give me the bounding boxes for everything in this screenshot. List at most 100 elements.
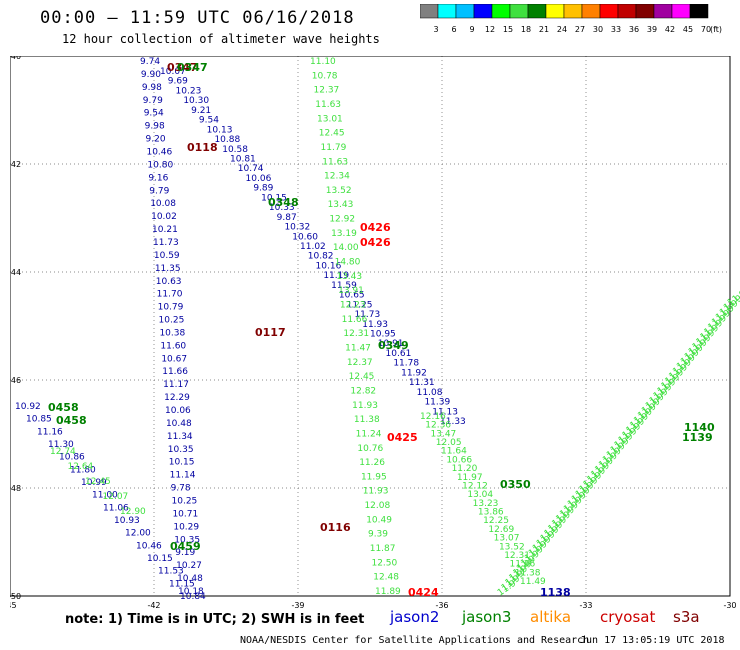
wave-height-label: 10.27 [176,561,202,571]
wave-height-label: 10.58 [222,145,248,155]
wave-height-label: 11.24 [356,429,382,439]
wave-height-label: 11.64 [441,447,467,457]
wave-height-label: 10.79 [158,303,184,313]
wave-height-label: 12.69 [488,525,514,535]
wave-height-label: 10.82 [308,252,334,262]
color-scale-label: 33 [611,25,621,34]
color-swatch [455,4,475,19]
generated-timestamp: Jun 17 13:05:19 UTC 2018 [580,635,725,646]
pass-time-label: 0425 [387,431,418,444]
wave-height-label: 10.30 [183,96,209,106]
wave-height-label: 12.23 [340,301,366,311]
wave-height-label: 10.61 [386,349,412,359]
color-scale-unit: (ft) [710,25,722,34]
legend-jason2: jason2 [390,608,440,626]
latitude-label: -42 [10,160,21,169]
color-swatch [635,4,655,19]
wave-height-label: 11.26 [359,458,385,468]
wave-height-label: 9.89 [253,184,273,194]
wave-height-label: 11.31 [409,378,435,388]
color-swatch [581,4,601,19]
wave-height-label: 11.39 [424,398,450,408]
color-scale-legend: 3 6 9 12 15 18 21 24 27 30 33 36 39 42 45 70(ft) [420,4,722,34]
wave-height-label: 10.25 [159,316,185,326]
wave-height-label: 10.13 [207,125,233,135]
longitude-label: -39 [291,601,304,610]
legend-altika: altika [530,608,572,626]
wave-height-label: 10.29 [173,522,199,532]
wave-height-label: 11.38 [515,568,541,578]
wave-height-label: 11.25 [347,300,373,310]
wave-height-label: 11.78 [393,359,419,369]
wave-height-label: 10.16 [316,261,342,271]
wave-height-label: 10.25 [172,497,198,507]
latitude-label: -46 [10,376,21,385]
wave-height-label: 12.37 [314,86,340,96]
wave-height-label: 9.69 [168,77,188,87]
wave-height-label: 9.79 [143,96,163,106]
wave-height-label: 11.35 [155,264,181,274]
wave-height-label: 12.16 [420,412,446,422]
wave-height-label: 11.00 [92,491,118,501]
wave-height-label: 10.48 [177,574,203,584]
color-scale-label: 30 [593,25,603,34]
color-swatch [545,4,565,19]
wave-height-label: 10.84 [180,592,206,602]
wave-height-label: 10.76 [357,444,383,454]
wave-height-label: 13.91 [338,286,364,296]
wave-height-label: 13.47 [431,429,457,439]
wave-height-label: 9.74 [140,57,160,67]
wave-height-label: 10.99 [81,478,107,488]
wave-height-label: 10.06 [246,174,272,184]
wave-height-label: 9.78 [171,484,191,494]
wave-height-label: 10.46 [146,147,172,157]
latitude-label: -44 [10,268,21,277]
color-swatch [617,4,637,19]
footer-note: note: 1) Time is in UTC; 2) SWH is in fe… [65,612,365,627]
wave-height-label: 9.39 [368,530,388,540]
wave-height-label: 9.87 [277,213,297,223]
wave-height-label: 10.86 [59,453,85,463]
wave-height-label: 10.21 [152,225,178,235]
wave-height-label: 12.48 [373,573,399,583]
wave-height-label: 11.10 [310,57,336,67]
pass-time-label: 0117 [255,326,286,339]
wave-height-label: 13.86 [478,508,504,518]
wave-height-label: 11.33 [440,417,466,427]
wave-height-label: 9.79 [149,186,169,196]
wave-height-label: 11.49 [520,577,546,587]
pass-time-label: 0348 [268,196,299,209]
longitude-label: -36 [435,601,448,610]
pass-time-label: 1139 [682,431,713,444]
wave-height-label: 10.18 [178,587,204,597]
wave-height-label: 11.79 [321,143,347,153]
wave-height-label: 10.65 [339,291,365,301]
wave-height-label: 11.93 [363,487,389,497]
legend-s3a: s3a [673,608,700,626]
wave-height-label: 13.52 [326,186,352,196]
wave-height-label: 11.66 [162,367,188,377]
wave-height-label: 13.43 [336,272,362,282]
wave-height-label: 11.06 [103,503,129,513]
wave-height-label: 10.35 [168,445,194,455]
color-scale-label: 36 [629,25,639,34]
wave-height-label: 9.54 [144,109,164,119]
pass-time-label: 0347 [177,61,208,74]
color-scale-label: 9 [469,25,474,34]
pass-time-label: 0426 [360,236,391,249]
wave-height-label: 10.15 [261,193,287,203]
wave-height-label: 11.36 [509,560,535,570]
wave-height-label: 10.02 [151,212,177,222]
wave-height-label: 13.04 [467,490,493,500]
color-scale-label: 24 [557,25,567,34]
wave-height-label: 13.19 [331,229,357,239]
color-swatch [599,4,619,19]
pass-time-label: 1138 [540,586,571,599]
color-scale-label: 27 [575,25,585,34]
wave-height-label: 10.85 [26,415,52,425]
wave-height-label: 10.06 [165,406,191,416]
color-scale-label: 3 [433,25,438,34]
color-scale-label: 70 [701,25,711,34]
pass-time-label: 0458 [56,414,87,427]
pass-time-label: 0459 [170,540,201,553]
